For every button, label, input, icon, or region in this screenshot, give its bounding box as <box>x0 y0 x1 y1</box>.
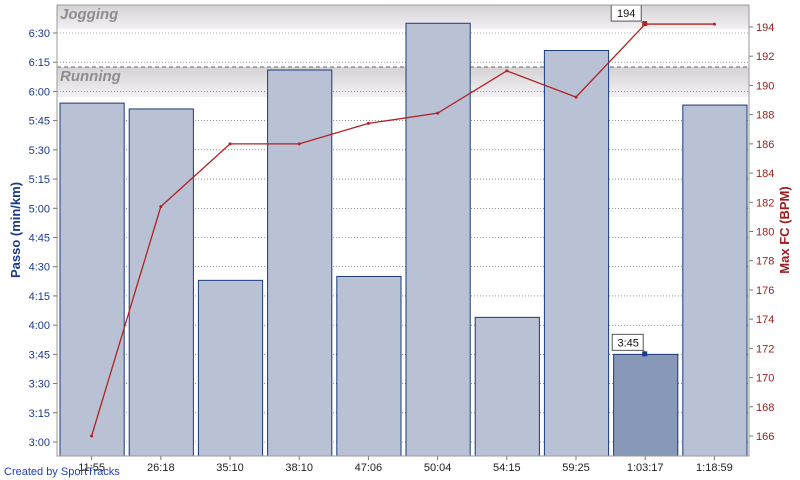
bar-callout-label: 3:45 <box>617 337 638 349</box>
y2-tick-label: 186 <box>756 139 774 151</box>
x-tick-label: 1:18:59 <box>696 462 733 474</box>
y-tick-label: 6:30 <box>29 28 50 40</box>
bar-callout-marker <box>642 351 648 357</box>
y2-tick-label: 170 <box>756 373 774 385</box>
x-tick-label: 47:06 <box>355 462 383 474</box>
y-tick-label: 4:30 <box>29 262 50 274</box>
y-tick-label: 5:00 <box>29 203 50 215</box>
y2-tick-label: 194 <box>756 22 774 34</box>
x-tick-label: 50:04 <box>424 462 452 474</box>
y2-tick-label: 166 <box>756 431 774 443</box>
y-tick-label: 3:00 <box>29 437 50 449</box>
series-line-max-fc <box>90 23 715 437</box>
y2-axis-label: Max FC (BPM) <box>777 186 792 273</box>
x-tick-label: 35:10 <box>216 462 244 474</box>
zone-band-label: Jogging <box>60 6 118 23</box>
bar-1:03:17 <box>613 353 679 457</box>
line-callout-label: 194 <box>617 8 635 20</box>
line-point-26:18 <box>159 205 163 209</box>
x-tick-label: 26:18 <box>147 462 175 474</box>
y-tick-label: 6:00 <box>29 86 50 98</box>
x-tick-label: 38:10 <box>285 462 313 474</box>
x-tick-label: 54:15 <box>493 462 521 474</box>
line-point-50:04 <box>436 111 440 115</box>
y-tick-label: 5:30 <box>29 145 50 157</box>
y2-tick-label: 176 <box>756 285 774 297</box>
footer-credit[interactable]: Created by SportTracks <box>4 466 120 478</box>
x-tick-label: 1:03:17 <box>627 462 664 474</box>
line-point-35:10 <box>228 142 232 146</box>
line-point-54:15 <box>505 69 509 73</box>
bar-11:55 <box>59 102 125 457</box>
y-tick-label: 3:45 <box>29 349 50 361</box>
y2-tick-label: 188 <box>756 110 774 122</box>
y-tick-label: 5:15 <box>29 174 50 186</box>
bar-38:10 <box>267 69 333 457</box>
line-point-59:25 <box>574 95 578 99</box>
y2-tick-label: 190 <box>756 80 774 92</box>
line-point-1:18:59 <box>712 22 716 26</box>
y-tick-label: 4:15 <box>29 291 50 303</box>
bar-50:04 <box>405 22 471 457</box>
plot-frame <box>56 4 750 457</box>
y-tick-label: 3:15 <box>29 408 50 420</box>
bar-54:15 <box>474 316 540 457</box>
line-callout-marker <box>642 21 648 27</box>
y2-tick-label: 174 <box>756 314 774 326</box>
y2-tick-label: 168 <box>756 402 774 414</box>
x-tick-label: 59:25 <box>562 462 590 474</box>
line-point-47:06 <box>366 121 370 125</box>
y2-tick-label: 182 <box>756 197 774 209</box>
y2-tick-label: 192 <box>756 51 774 63</box>
zone-band-label: Running <box>60 68 121 85</box>
y2-tick-label: 184 <box>756 168 774 180</box>
y-tick-label: 4:45 <box>29 233 50 245</box>
bar-35:10 <box>197 279 264 457</box>
bar-47:06 <box>336 275 402 457</box>
line-point-38:10 <box>297 142 301 146</box>
line-point-11:55 <box>90 434 94 438</box>
y-tick-label: 6:15 <box>29 57 50 69</box>
y2-tick-label: 178 <box>756 256 774 268</box>
y-axis-label: Passo (min/km) <box>8 182 23 278</box>
x-tick-label: 11:55 <box>78 462 105 474</box>
bar-26:18 <box>128 108 194 457</box>
y-tick-label: 5:45 <box>29 116 50 128</box>
y-tick-label: 4:00 <box>29 320 50 332</box>
y-tick-label: 3:30 <box>29 379 50 391</box>
bar-1:18:59 <box>682 104 748 457</box>
bar-59:25 <box>543 50 610 457</box>
zone-band-running <box>57 67 749 97</box>
bar-callout-box <box>611 333 644 351</box>
y2-tick-label: 180 <box>756 227 774 239</box>
y2-tick-label: 172 <box>756 343 774 355</box>
